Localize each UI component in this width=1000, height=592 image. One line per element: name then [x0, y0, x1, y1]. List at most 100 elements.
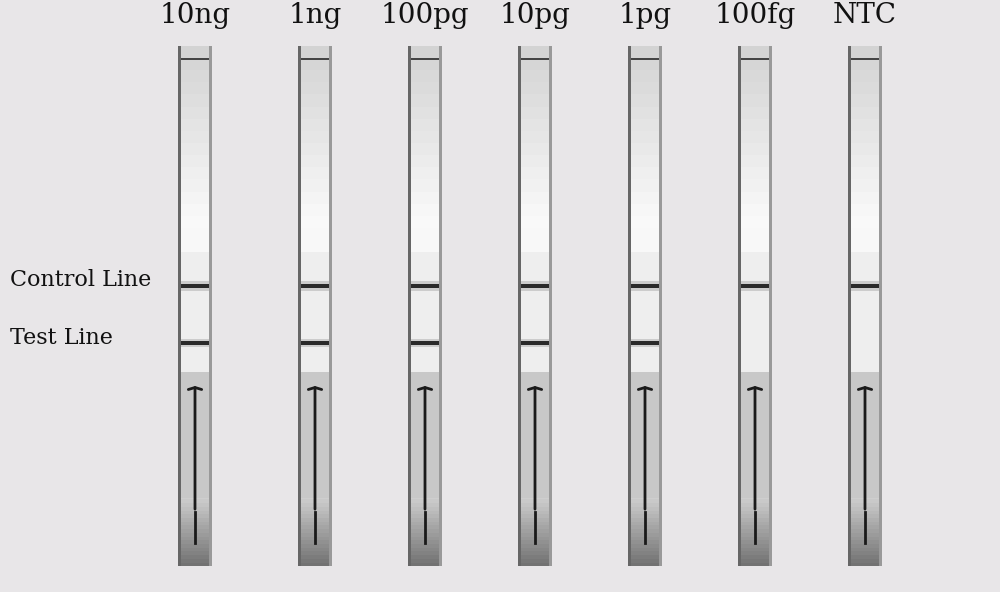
Bar — [741, 548, 769, 551]
Bar — [741, 510, 769, 514]
Bar — [301, 192, 329, 204]
Bar — [411, 95, 439, 107]
Bar — [851, 58, 879, 70]
Bar — [521, 179, 549, 192]
Bar — [741, 559, 769, 562]
Bar — [741, 518, 769, 522]
Bar — [181, 95, 209, 107]
Bar — [851, 168, 879, 179]
Bar — [521, 562, 549, 567]
Bar — [741, 544, 769, 548]
Bar — [851, 551, 879, 555]
Bar — [851, 507, 879, 510]
Bar — [411, 70, 439, 82]
Bar — [411, 559, 439, 562]
Bar — [741, 533, 769, 536]
Bar — [301, 562, 329, 567]
Bar — [181, 155, 209, 168]
Bar — [178, 46, 181, 567]
Bar — [631, 107, 659, 119]
Bar — [181, 562, 209, 567]
Bar — [181, 555, 209, 559]
Bar — [411, 82, 439, 95]
Bar — [851, 529, 879, 533]
Bar — [181, 341, 209, 345]
Bar — [411, 529, 439, 533]
Bar — [851, 555, 879, 559]
Bar — [181, 500, 209, 503]
Bar — [181, 46, 209, 58]
Bar — [741, 529, 769, 533]
Bar — [181, 518, 209, 522]
Bar — [521, 500, 549, 503]
Bar — [181, 58, 209, 70]
Bar — [521, 510, 549, 514]
Bar — [301, 540, 329, 544]
Bar — [181, 46, 209, 567]
Bar — [411, 507, 439, 510]
Bar — [521, 119, 549, 131]
Bar — [631, 555, 659, 559]
Bar — [181, 168, 209, 179]
Bar — [741, 119, 769, 131]
Bar — [851, 155, 879, 168]
Bar — [181, 507, 209, 510]
Bar — [181, 529, 209, 533]
Bar — [181, 70, 209, 82]
Bar — [411, 46, 439, 567]
Bar — [181, 216, 209, 228]
Bar — [521, 155, 549, 168]
Bar — [411, 525, 439, 529]
Bar — [631, 339, 659, 348]
Bar — [741, 46, 769, 567]
Bar — [411, 496, 439, 500]
Bar — [521, 284, 549, 288]
Bar — [181, 192, 209, 204]
Bar — [631, 58, 659, 70]
Bar — [741, 372, 769, 498]
Bar — [411, 540, 439, 544]
Bar — [411, 155, 439, 168]
Bar — [631, 95, 659, 107]
Bar — [631, 281, 659, 291]
Bar — [631, 559, 659, 562]
Bar — [329, 46, 332, 567]
Bar — [411, 131, 439, 143]
Bar — [631, 536, 659, 540]
Bar — [411, 551, 439, 555]
Bar — [301, 372, 329, 498]
Bar — [181, 533, 209, 536]
Bar — [301, 252, 329, 378]
Bar — [741, 168, 769, 179]
Bar — [851, 540, 879, 544]
Bar — [209, 46, 212, 567]
Bar — [521, 281, 549, 291]
Bar — [851, 492, 879, 496]
Bar — [301, 551, 329, 555]
Bar — [741, 281, 769, 291]
Bar — [851, 46, 879, 58]
Text: 100fg: 100fg — [714, 2, 796, 29]
Bar — [411, 179, 439, 192]
Bar — [301, 284, 329, 288]
Bar — [301, 341, 329, 345]
Bar — [411, 562, 439, 567]
Bar — [851, 372, 879, 498]
Bar — [411, 216, 439, 228]
Bar — [631, 216, 659, 228]
Bar — [411, 204, 439, 216]
Bar — [851, 522, 879, 525]
Bar — [301, 514, 329, 518]
Bar — [549, 46, 552, 567]
Bar — [521, 252, 549, 378]
Bar — [521, 522, 549, 525]
Bar — [851, 119, 879, 131]
Bar — [631, 500, 659, 503]
Bar — [631, 496, 659, 500]
Bar — [301, 119, 329, 131]
Bar — [521, 555, 549, 559]
Bar — [298, 46, 301, 567]
Bar — [741, 46, 769, 58]
Bar — [631, 131, 659, 143]
Bar — [411, 284, 439, 288]
